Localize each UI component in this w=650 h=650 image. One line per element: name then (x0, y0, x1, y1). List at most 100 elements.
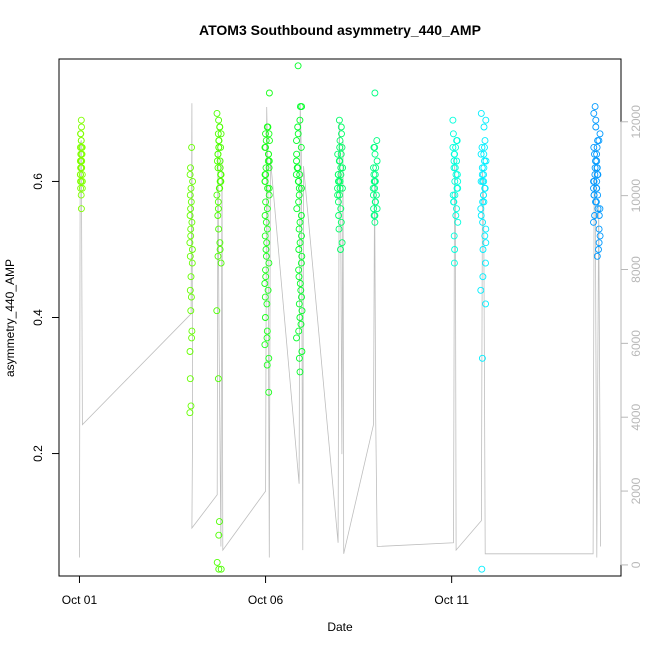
data-point (261, 314, 269, 321)
data-point (373, 205, 381, 213)
data-point (217, 143, 225, 151)
data-point (337, 205, 345, 213)
data-point (213, 558, 221, 566)
x-tick-label: Oct 06 (248, 593, 284, 607)
data-point (594, 171, 602, 179)
y2-tick-label: 2000 (629, 477, 643, 504)
data-point (186, 286, 194, 294)
data-point (297, 286, 305, 294)
data-point (372, 164, 380, 172)
data-point (454, 218, 462, 226)
data-point (217, 259, 225, 267)
data-point (479, 273, 487, 281)
data-point (215, 143, 223, 151)
data-point (482, 300, 490, 308)
data-point (265, 150, 272, 158)
data-points (76, 62, 604, 573)
data-point (78, 171, 86, 179)
data-point (265, 184, 273, 192)
data-point (264, 286, 272, 294)
data-point (215, 531, 223, 539)
data-point (593, 252, 601, 260)
data-point (263, 361, 271, 369)
data-point (296, 368, 304, 376)
data-point (295, 184, 303, 192)
data-point (214, 375, 222, 383)
data-point (593, 177, 601, 185)
chart-title: ATOM3 Southbound asymmetry_440_AMP (199, 22, 481, 38)
data-point (77, 177, 85, 185)
data-point (188, 334, 196, 342)
data-point (265, 164, 273, 172)
data-point (213, 191, 221, 199)
data-point (216, 239, 224, 247)
y2-tick-label: 6000 (629, 330, 643, 357)
data-point (370, 164, 377, 172)
data-point (189, 177, 197, 185)
data-point (186, 375, 194, 383)
data-point (590, 177, 597, 185)
data-point (186, 171, 194, 179)
data-point (337, 171, 345, 179)
data-point (298, 293, 305, 301)
y-tick-label: 0.2 (31, 445, 45, 462)
data-point (213, 109, 221, 117)
data-point (293, 150, 301, 158)
data-point (262, 130, 269, 138)
data-point (337, 150, 345, 158)
data-point (477, 286, 485, 294)
data-point (295, 246, 303, 253)
data-point (78, 150, 86, 158)
y2-tick-label: 4000 (629, 404, 643, 431)
data-point (482, 239, 490, 247)
data-point (478, 354, 486, 362)
data-point (590, 109, 598, 117)
data-point (265, 89, 273, 97)
data-point (453, 171, 461, 179)
data-point (188, 327, 196, 335)
data-point (263, 239, 271, 247)
data-point (261, 341, 269, 349)
data-point (334, 184, 341, 192)
data-point (214, 164, 222, 172)
data-point (77, 116, 85, 124)
data-point (594, 137, 602, 145)
data-point (263, 300, 271, 308)
data-point (214, 205, 222, 213)
data-point (216, 164, 224, 172)
data-point (592, 157, 599, 165)
data-point (215, 518, 223, 526)
data-point (214, 130, 222, 138)
data-point (296, 218, 304, 226)
data-point (214, 198, 222, 206)
data-point (214, 212, 222, 219)
data-point (261, 280, 269, 287)
data-point (265, 354, 273, 362)
data-point (265, 157, 273, 165)
data-point (452, 143, 460, 151)
data-point (482, 157, 490, 165)
data-point (298, 232, 305, 240)
data-point (215, 184, 223, 192)
data-point (370, 212, 378, 219)
data-point (592, 123, 600, 131)
data-point (372, 191, 380, 199)
data-point (261, 177, 269, 185)
data-point (338, 143, 346, 151)
data-point (454, 177, 462, 185)
data-point (590, 184, 597, 192)
data-point (188, 246, 196, 253)
data-point (450, 198, 457, 206)
data-point (334, 171, 342, 179)
data-point (481, 232, 489, 240)
y-axis-label: asymmetry_440_AMP (3, 259, 17, 377)
data-point (478, 143, 486, 151)
data-point (294, 62, 302, 70)
data-point (295, 198, 303, 206)
data-point (335, 225, 343, 233)
series-line (79, 103, 601, 558)
x-tick-label: Oct 11 (434, 593, 469, 607)
y2-tick-label: 10000 (629, 179, 643, 213)
data-point (590, 218, 597, 226)
